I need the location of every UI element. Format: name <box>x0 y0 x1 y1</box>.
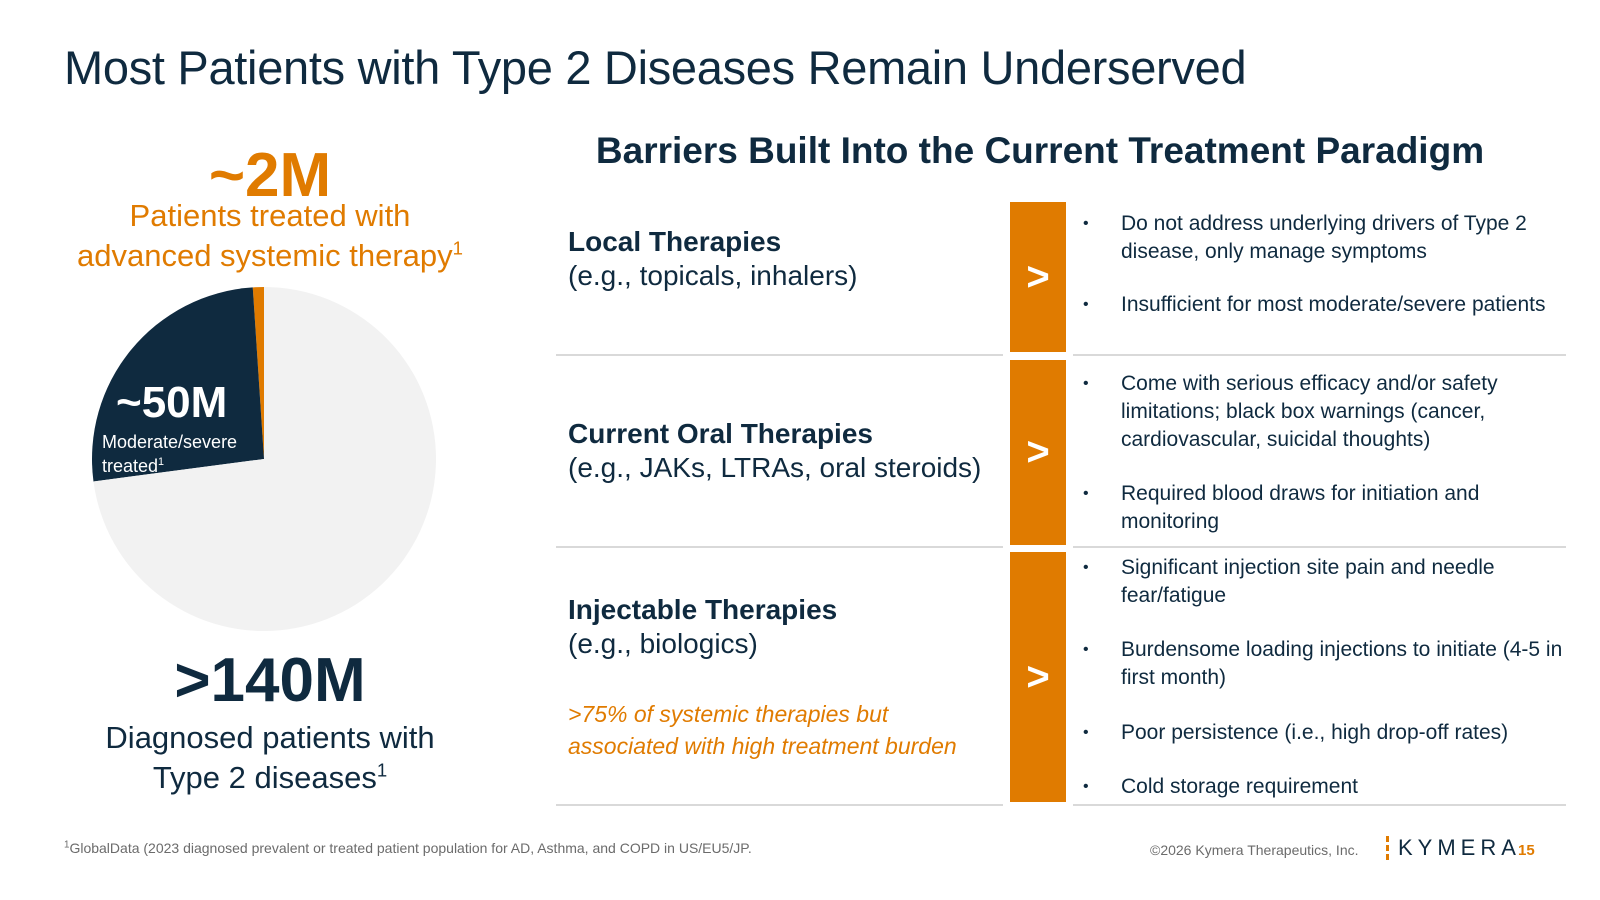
treated-advanced-label-line1: Patients treated with <box>129 198 411 233</box>
treatment-burden-note-line2: associated with high treatment burden <box>568 733 957 759</box>
row-divider <box>1073 804 1566 806</box>
barrier-item: Come with serious efficacy and/or safety… <box>1083 370 1563 454</box>
therapy-title: Local Therapies <box>568 226 782 257</box>
moderate-severe-label-line2: treated <box>102 456 159 476</box>
footnote-ref: 1 <box>452 237 463 259</box>
arrow-box: > <box>1010 360 1066 545</box>
row-divider <box>1073 354 1566 356</box>
barrier-item: Do not address underlying drivers of Typ… <box>1083 210 1563 266</box>
diagnosed-label-line2: Type 2 diseases <box>152 760 377 795</box>
barrier-item: Poor persistence (i.e., high drop-off ra… <box>1083 719 1563 747</box>
treated-advanced-label-line2: advanced systemic therapy <box>77 238 453 273</box>
arrow-box: > <box>1010 202 1066 352</box>
moderate-severe-count: ~50M <box>116 378 228 427</box>
treated-advanced-label: Patients treated with advanced systemic … <box>40 196 500 276</box>
slide-title: Most Patients with Type 2 Diseases Remai… <box>64 41 1247 94</box>
footnote-ref: 1 <box>158 456 165 468</box>
footnote: 1GlobalData (2023 diagnosed prevalent or… <box>64 840 752 856</box>
row-divider <box>556 546 1003 548</box>
treated-advanced-count: ~2M <box>208 141 332 210</box>
therapy-row-injectable: Injectable Therapies (e.g., biologics) >… <box>556 550 1566 810</box>
therapy-title: Current Oral Therapies <box>568 418 873 449</box>
therapy-title: Injectable Therapies <box>568 594 838 625</box>
barriers-heading: Barriers Built Into the Current Treatmen… <box>595 130 1485 171</box>
arrow-box: > <box>1010 552 1066 802</box>
barrier-item: Significant injection site pain and need… <box>1083 554 1563 610</box>
barrier-item: Required blood draws for initiation and … <box>1083 480 1563 536</box>
pie-slice-2 <box>93 287 436 631</box>
copyright: ©2026 Kymera Therapeutics, Inc. <box>1150 842 1359 858</box>
therapy-examples: (e.g., topicals, inhalers) <box>568 260 858 291</box>
treatment-burden-note-line1: >75% of systemic therapies but <box>568 701 889 727</box>
therapy-examples: (e.g., biologics) <box>568 628 758 659</box>
footnote-text: GlobalData (2023 diagnosed prevalent or … <box>69 840 752 856</box>
therapy-row-oral: Current Oral Therapies (e.g., JAKs, LTRA… <box>556 358 1566 548</box>
moderate-severe-label-line1: Moderate/severe <box>102 432 238 452</box>
therapy-row-local: Local Therapies (e.g., topicals, inhaler… <box>556 202 1566 357</box>
page-number: 15 <box>1518 842 1535 859</box>
row-divider <box>1073 546 1566 548</box>
footnote-marker: 1 <box>64 839 70 851</box>
chevron-right-icon: > <box>1026 254 1050 299</box>
therapy-examples: (e.g., JAKs, LTRAs, oral steroids) <box>568 452 982 483</box>
pie-slice-1 <box>92 287 265 482</box>
diagnosed-label: Diagnosed patients with Type 2 diseases1 <box>40 718 500 798</box>
pie-slice-0 <box>252 287 264 459</box>
row-divider <box>556 354 1003 356</box>
patient-population-pie-chart <box>92 287 436 631</box>
diagnosed-label-line1: Diagnosed patients with <box>105 720 435 755</box>
logo-wordmark: KYMERA <box>1398 835 1521 860</box>
barrier-item: Burdensome loading injections to initiat… <box>1083 636 1563 692</box>
barrier-item: Insufficient for most moderate/severe pa… <box>1083 291 1563 319</box>
diagnosed-count: >140M <box>174 646 366 715</box>
moderate-severe-label: Moderate/severe treated1 <box>102 430 237 478</box>
logo-mark-icon <box>1384 834 1392 862</box>
chevron-right-icon: > <box>1026 430 1050 474</box>
company-logo: KYMERA <box>1384 834 1521 862</box>
barrier-item: Cold storage requirement <box>1083 773 1563 801</box>
chevron-right-icon: > <box>1026 654 1050 699</box>
row-divider <box>556 804 1003 806</box>
treatment-burden-note: >75% of systemic therapies but associate… <box>568 698 957 762</box>
footnote-ref: 1 <box>376 759 388 781</box>
